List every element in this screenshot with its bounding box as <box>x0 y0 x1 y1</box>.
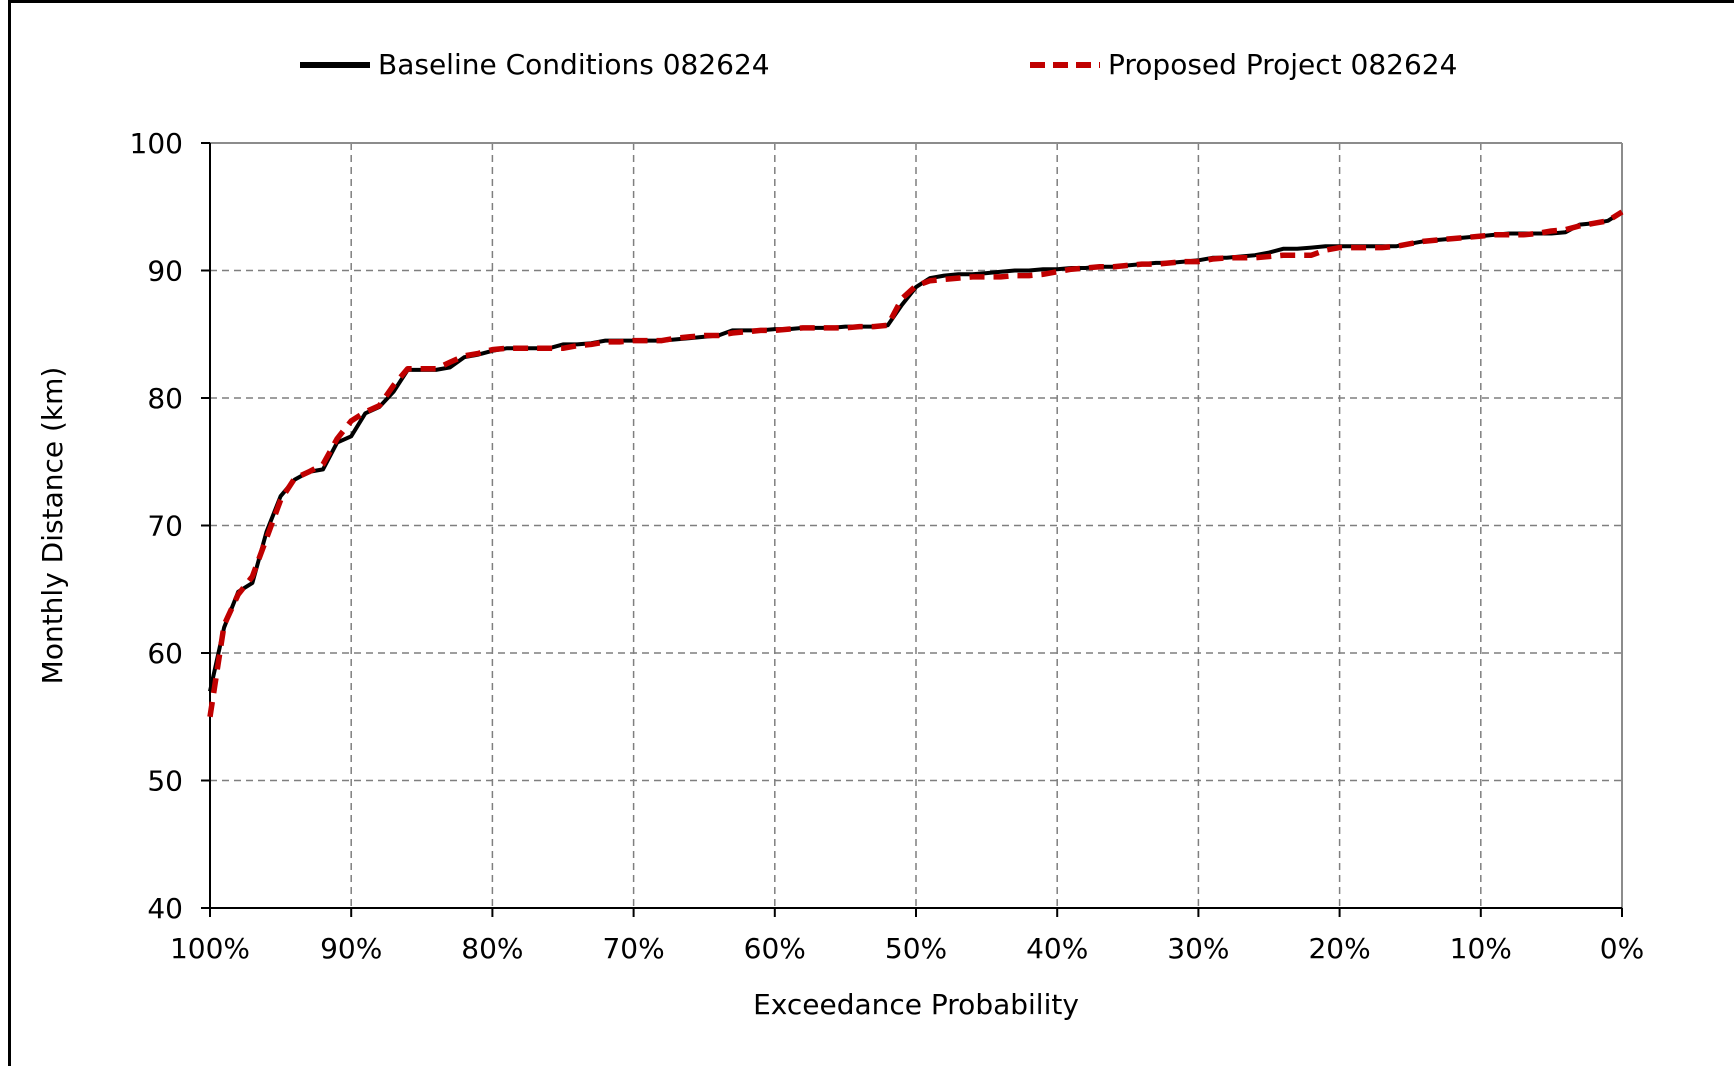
series-lines <box>207 209 1624 718</box>
x-tick-label: 90% <box>320 932 382 965</box>
y-tick-label: 50 <box>147 765 183 798</box>
y-tick-label: 40 <box>147 892 183 925</box>
y-tick-label: 100 <box>130 127 183 160</box>
x-axis-ticks: 100% 90% 80% 70% 60% 50% 40% 30% 20% 10% 0% <box>170 908 1644 965</box>
y-axis-ticks: 40 50 60 70 80 90 100 <box>130 127 210 925</box>
grid-lines <box>210 143 1622 908</box>
legend-label-baseline: Baseline Conditions 082624 <box>378 48 770 81</box>
x-tick-label: 10% <box>1450 932 1512 965</box>
x-axis-label: Exceedance Probability <box>753 988 1079 1021</box>
chart-frame <box>8 0 1734 1066</box>
legend: Baseline Conditions 082624 Proposed Proj… <box>300 48 1457 81</box>
y-tick-label: 70 <box>147 510 183 543</box>
x-tick-label: 30% <box>1167 932 1229 965</box>
x-tick-label: 70% <box>602 932 664 965</box>
x-tick-label: 50% <box>885 932 947 965</box>
x-tick-label: 100% <box>170 932 250 965</box>
x-tick-label: 80% <box>461 932 523 965</box>
y-axis-label: Monthly Distance (km) <box>36 367 69 685</box>
y-tick-label: 60 <box>147 637 183 670</box>
y-tick-label: 80 <box>147 382 183 415</box>
x-tick-label: 0% <box>1600 932 1644 965</box>
series-line-proposed <box>207 209 1624 718</box>
x-tick-label: 60% <box>744 932 806 965</box>
legend-label-proposed: Proposed Project 082624 <box>1108 48 1457 81</box>
y-tick-label: 90 <box>147 255 183 288</box>
x-tick-label: 20% <box>1308 932 1370 965</box>
x-tick-label: 40% <box>1026 932 1088 965</box>
series-line-baseline <box>208 210 1624 692</box>
